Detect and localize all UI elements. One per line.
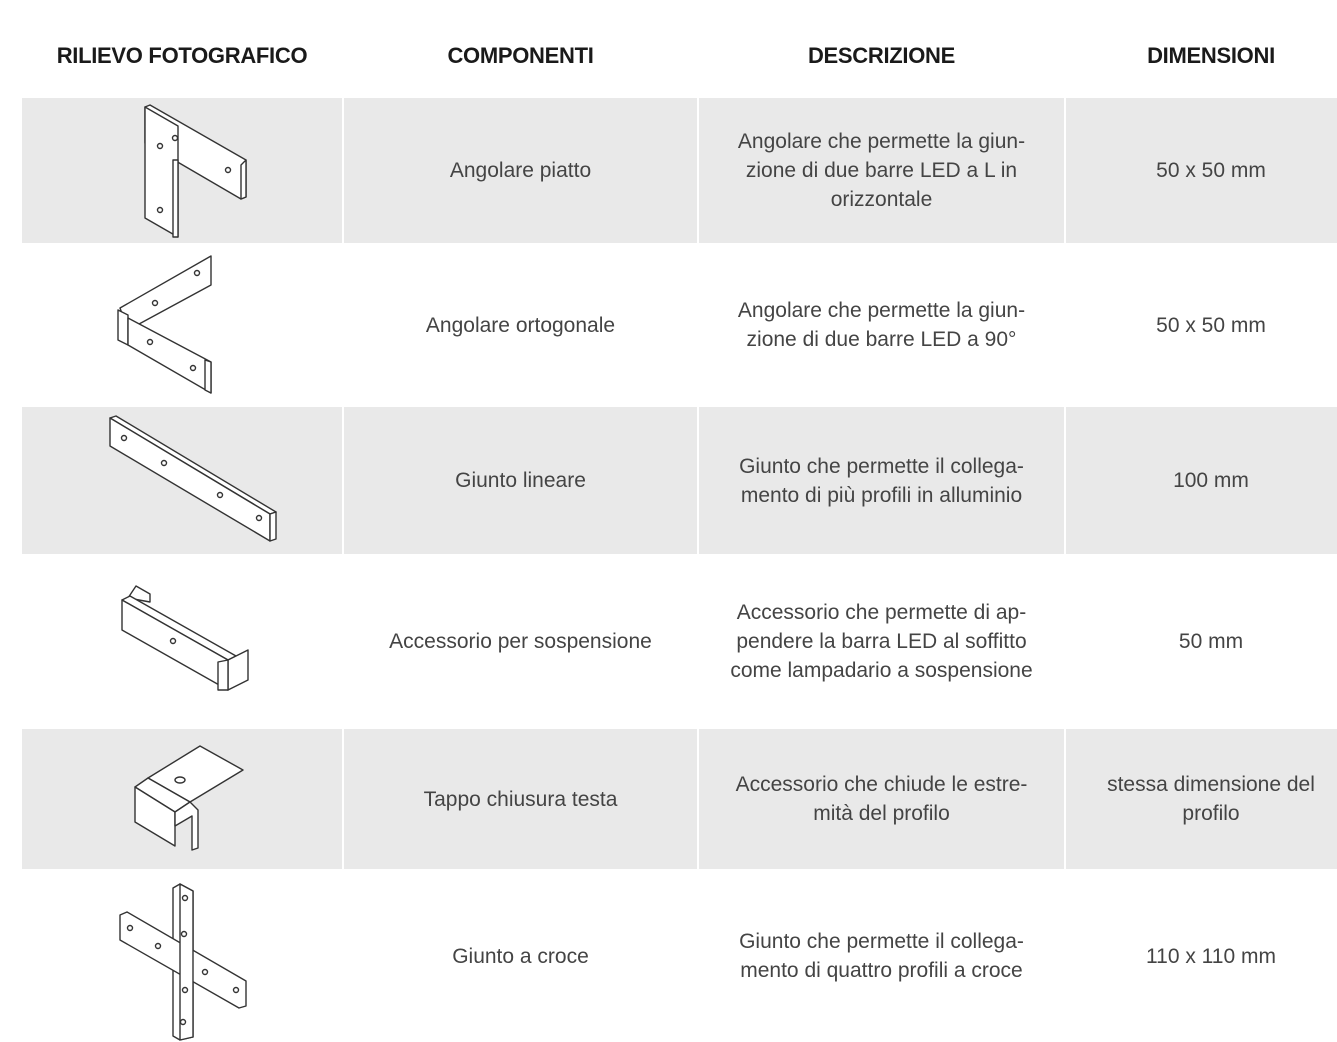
component-cell: Angolare ortogonale — [344, 244, 697, 406]
dimension-cell: 50 mm — [1066, 555, 1337, 728]
dimension-cell: stessa dimensione del profilo — [1066, 729, 1337, 869]
description-cell: Angolare che permette la giun- zione di … — [699, 98, 1064, 243]
component-cell: Giunto a croce — [344, 870, 697, 1042]
component-cell: Giunto lineare — [344, 407, 697, 554]
dimension-cell: 110 x 110 mm — [1066, 870, 1337, 1042]
icon-tappo — [134, 745, 244, 851]
description-cell: Giunto che permette il collega- mento di… — [699, 407, 1064, 554]
header-cell: COMPONENTI — [344, 15, 697, 97]
description-cell: Accessorio che permette di ap- pendere l… — [699, 555, 1064, 728]
dimension-cell: 100 mm — [1066, 407, 1337, 554]
component-cell: Accessorio per sospensione — [344, 555, 697, 728]
dimension-cell: 50 x 50 mm — [1066, 98, 1337, 243]
header-cell: RILIEVO FOTOGRAFICO — [22, 15, 342, 97]
dimension-cell: 50 x 50 mm — [1066, 244, 1337, 406]
image-cell — [22, 244, 342, 406]
description-cell: Angolare che permette la giun- zione di … — [699, 244, 1064, 406]
header-cell: DESCRIZIONE — [699, 15, 1064, 97]
icon-angolare-piatto — [144, 104, 247, 238]
image-cell — [22, 98, 342, 243]
icon-giunto-lineare — [109, 415, 277, 542]
description-cell: Accessorio che chiude le estre- mità del… — [699, 729, 1064, 869]
component-cell: Angolare piatto — [344, 98, 697, 243]
component-cell: Tappo chiusura testa — [344, 729, 697, 869]
description-cell: Giunto che permette il collega- mento di… — [699, 870, 1064, 1042]
header-cell: DIMENSIONI — [1066, 15, 1337, 97]
icon-giunto-croce — [119, 883, 247, 1041]
icon-angolare-ortogonale — [117, 255, 212, 394]
icon-accessorio-sospensione — [121, 585, 249, 691]
